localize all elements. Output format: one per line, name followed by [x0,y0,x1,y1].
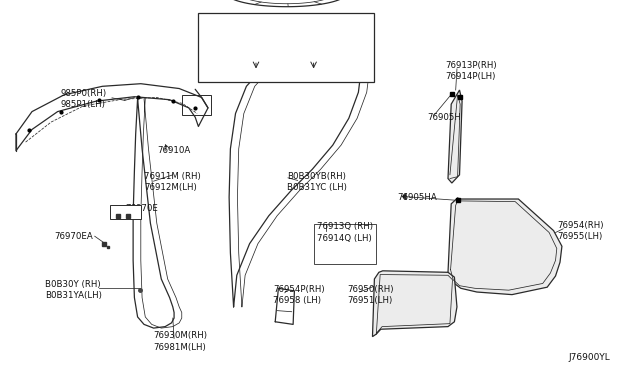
Bar [198,13,374,82]
Polygon shape [448,198,562,295]
Text: 76905HA: 76905HA [397,193,436,202]
Text: J76900YL: J76900YL [568,353,610,362]
Bar [110,205,141,219]
Polygon shape [448,90,462,183]
Text: 76911M (RH)
76912M(LH): 76911M (RH) 76912M(LH) [144,172,201,192]
Text: 76954(RH)
76955(LH): 76954(RH) 76955(LH) [557,221,604,241]
Text: B0B30Y (RH)
B0B31YA(LH): B0B30Y (RH) B0B31YA(LH) [45,280,102,300]
Text: 76954P(RH)
76958 (LH): 76954P(RH) 76958 (LH) [273,285,325,305]
Text: 76913P(RH)
76914P(LH): 76913P(RH) 76914P(LH) [445,61,497,81]
Bar [314,224,376,264]
Text: 76970EA: 76970EA [54,232,93,241]
Text: 76913Q (RH)
76914Q (LH): 76913Q (RH) 76914Q (LH) [317,222,372,243]
Text: 985P0(RH)
985P1(LH): 985P0(RH) 985P1(LH) [61,89,107,109]
Text: 76930M(RH)
76981M(LH): 76930M(RH) 76981M(LH) [154,331,207,352]
Text: 76910A: 76910A [240,54,273,63]
Text: B0B30YB(RH)
B0B31YC (LH): B0B30YB(RH) B0B31YC (LH) [287,172,347,192]
Text: 76970E: 76970E [125,204,158,213]
Text: 76910A: 76910A [157,146,190,155]
Text: 76905H: 76905H [428,113,461,122]
Bar [182,95,211,115]
Text: 76954A: 76954A [317,54,350,63]
Polygon shape [372,271,457,337]
Text: 76950(RH)
76951(LH): 76950(RH) 76951(LH) [347,285,394,305]
